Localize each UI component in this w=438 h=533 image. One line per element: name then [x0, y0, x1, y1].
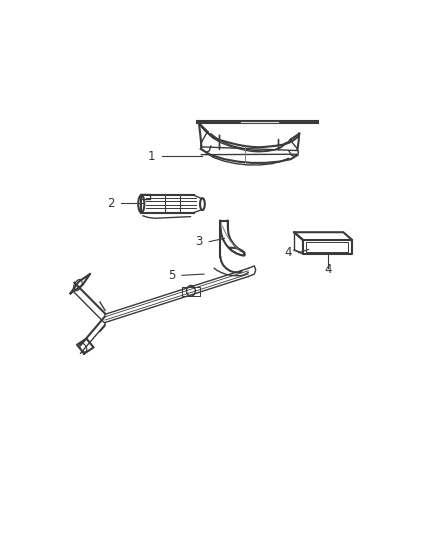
Text: 4: 4 — [324, 263, 332, 276]
Text: 4: 4 — [285, 246, 293, 259]
Text: 1: 1 — [148, 150, 155, 163]
Polygon shape — [240, 120, 279, 124]
Polygon shape — [197, 120, 318, 124]
Text: 5: 5 — [168, 269, 175, 282]
Text: 2: 2 — [107, 197, 114, 210]
Text: 3: 3 — [195, 235, 202, 248]
